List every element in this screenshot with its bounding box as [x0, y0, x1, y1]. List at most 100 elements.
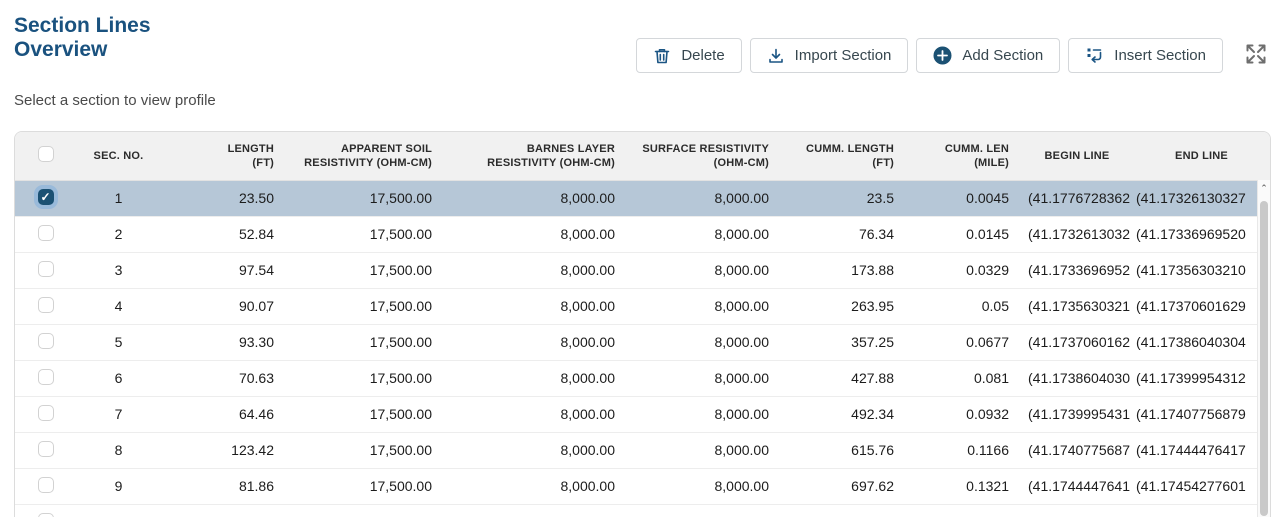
cell-begin-line: (41.1740775687: [1023, 432, 1131, 469]
cell-barnes-layer-resistivity: 8,000.00: [446, 324, 629, 361]
cell-cumm-len-mile: 0.0145: [908, 216, 1023, 253]
cell-surface-resistivity: 8,000.00: [629, 360, 783, 397]
row-checkbox[interactable]: [37, 188, 54, 205]
scrollbar-thumb[interactable]: [1260, 201, 1268, 516]
table-row[interactable]: 3 97.54 17,500.00 8,000.00 8,000.00 173.…: [15, 252, 1270, 289]
cell-apparent-soil-resistivity: 17,500.00: [288, 288, 446, 325]
add-section-button[interactable]: Add Section: [916, 38, 1061, 73]
cell-surface-resistivity: 8,000.00: [629, 468, 783, 505]
cell-length-ft: 64.46: [161, 396, 288, 433]
table-row[interactable]: 7 64.46 17,500.00 8,000.00 8,000.00 492.…: [15, 396, 1270, 433]
cell-apparent-soil-resistivity: 17,500.00: [288, 432, 446, 469]
row-checkbox-cell: [15, 360, 76, 397]
trash-icon: [653, 47, 671, 65]
table-row[interactable]: 5 93.30 17,500.00 8,000.00 8,000.00 357.…: [15, 324, 1270, 361]
cell-apparent-soil-resistivity: 17,500.00: [288, 252, 446, 289]
row-checkbox[interactable]: [37, 296, 54, 313]
table-row[interactable]: 9 81.86 17,500.00 8,000.00 8,000.00 697.…: [15, 468, 1270, 505]
col-header-cumm-len-mile: CUMM. LEN (MILE): [908, 132, 1023, 181]
download-icon: [767, 47, 785, 65]
col-header-end-line: END LINE: [1131, 132, 1270, 181]
cell-surface-resistivity: 8,000.00: [629, 216, 783, 253]
row-checkbox-cell: [15, 252, 76, 289]
cell-cumm-len-mile: 0.1486: [908, 504, 1023, 517]
cell-cumm-len-mile: 0.0329: [908, 252, 1023, 289]
cell-apparent-soil-resistivity: 17,500.00: [288, 468, 446, 505]
expand-button[interactable]: [1241, 39, 1271, 72]
cell-begin-line: (41.1732613032: [1023, 216, 1131, 253]
insert-list-icon: [1085, 46, 1104, 65]
scroll-up-arrow-icon[interactable]: ⌃: [1260, 183, 1268, 193]
cell-cumm-length-ft: 23.5: [783, 180, 908, 217]
cell-apparent-soil-resistivity: 17,500.00: [288, 396, 446, 433]
row-checkbox[interactable]: [37, 440, 54, 457]
cell-end-line: (41.17326130327: [1131, 180, 1270, 217]
row-checkbox[interactable]: [37, 260, 54, 277]
import-section-button-label: Import Section: [794, 47, 892, 64]
row-checkbox-cell: [15, 180, 76, 217]
cell-cumm-length-ft: 784.68: [783, 504, 908, 517]
table-row[interactable]: 1 23.50 17,500.00 8,000.00 8,000.00 23.5…: [15, 180, 1270, 217]
table-header: SEC. NO. LENGTH (FT) APPARENT SOIL RESISTI…: [15, 132, 1270, 181]
section-lines-table: SEC. NO. LENGTH (FT) APPARENT SOIL RESISTI…: [15, 132, 1270, 517]
cell-cumm-length-ft: 263.95: [783, 288, 908, 325]
cell-begin-line: (41.1737060162: [1023, 324, 1131, 361]
cell-surface-resistivity: 8,000.00: [629, 432, 783, 469]
cell-barnes-layer-resistivity: 8,000.00: [446, 216, 629, 253]
col-header-apparent-soil-resistivity: APPARENT SOIL RESISTIVITY (OHM-CM): [288, 132, 446, 181]
page-title-line1: Section Lines: [14, 14, 151, 37]
vertical-scrollbar[interactable]: ⌃: [1257, 180, 1270, 517]
section-lines-table-card: SEC. NO. LENGTH (FT) APPARENT SOIL RESISTI…: [14, 131, 1271, 517]
cell-cumm-len-mile: 0.0932: [908, 396, 1023, 433]
cell-barnes-layer-resistivity: 8,000.00: [446, 360, 629, 397]
header-checkbox-cell: [15, 132, 76, 181]
table-row[interactable]: 4 90.07 17,500.00 8,000.00 8,000.00 263.…: [15, 288, 1270, 325]
toolbar: Delete Import Section Add Section: [636, 38, 1271, 73]
table-body: 1 23.50 17,500.00 8,000.00 8,000.00 23.5…: [15, 180, 1270, 517]
cell-cumm-len-mile: 0.081: [908, 360, 1023, 397]
row-checkbox-cell: [15, 288, 76, 325]
col-header-begin-line: BEGIN LINE: [1023, 132, 1131, 181]
title-block: Section Lines Overview: [14, 14, 151, 62]
col-header-barnes-layer-resistivity: BARNES LAYER RESISTIVITY (OHM-CM): [446, 132, 629, 181]
cell-begin-line: (41.1735630321: [1023, 288, 1131, 325]
table-row[interactable]: 6 70.63 17,500.00 8,000.00 8,000.00 427.…: [15, 360, 1270, 397]
cell-sec-no: 2: [76, 216, 161, 253]
cell-end-line: (41.17475571204: [1131, 504, 1270, 517]
cell-cumm-len-mile: 0.0045: [908, 180, 1023, 217]
cell-sec-no: 6: [76, 360, 161, 397]
cell-cumm-length-ft: 697.62: [783, 468, 908, 505]
insert-section-button-label: Insert Section: [1114, 47, 1206, 64]
row-checkbox[interactable]: [37, 404, 54, 421]
cell-length-ft: 81.86: [161, 468, 288, 505]
table-row[interactable]: 10 87.06 17,500.00 8,000.00 8,000.00 784…: [15, 504, 1270, 517]
cell-barnes-layer-resistivity: 8,000.00: [446, 180, 629, 217]
table-row[interactable]: 8 123.42 17,500.00 8,000.00 8,000.00 615…: [15, 432, 1270, 469]
select-all-checkbox[interactable]: [37, 145, 54, 162]
row-checkbox[interactable]: [37, 512, 54, 517]
cell-begin-line: (41.1744447641: [1023, 468, 1131, 505]
row-checkbox[interactable]: [37, 476, 54, 493]
cell-end-line: (41.17407756879: [1131, 396, 1270, 433]
cell-end-line: (41.17444476417: [1131, 432, 1270, 469]
cell-sec-no: 3: [76, 252, 161, 289]
cell-sec-no: 10: [76, 504, 161, 517]
row-checkbox-cell: [15, 468, 76, 505]
cell-surface-resistivity: 8,000.00: [629, 180, 783, 217]
page-title: Section Lines Overview: [14, 14, 151, 62]
cell-surface-resistivity: 8,000.00: [629, 504, 783, 517]
cell-surface-resistivity: 8,000.00: [629, 252, 783, 289]
import-section-button[interactable]: Import Section: [749, 38, 909, 73]
col-header-surface-resistivity: SURFACE RESISTIVITY (OHM-CM): [629, 132, 783, 181]
row-checkbox[interactable]: [37, 224, 54, 241]
add-section-button-label: Add Section: [962, 47, 1044, 64]
insert-section-button[interactable]: Insert Section: [1068, 38, 1223, 73]
row-checkbox[interactable]: [37, 368, 54, 385]
table-row[interactable]: 2 52.84 17,500.00 8,000.00 8,000.00 76.3…: [15, 216, 1270, 253]
row-checkbox[interactable]: [37, 332, 54, 349]
cell-apparent-soil-resistivity: 17,500.00: [288, 324, 446, 361]
cell-length-ft: 52.84: [161, 216, 288, 253]
delete-button[interactable]: Delete: [636, 38, 742, 73]
cell-begin-line: (41.1739995431: [1023, 396, 1131, 433]
